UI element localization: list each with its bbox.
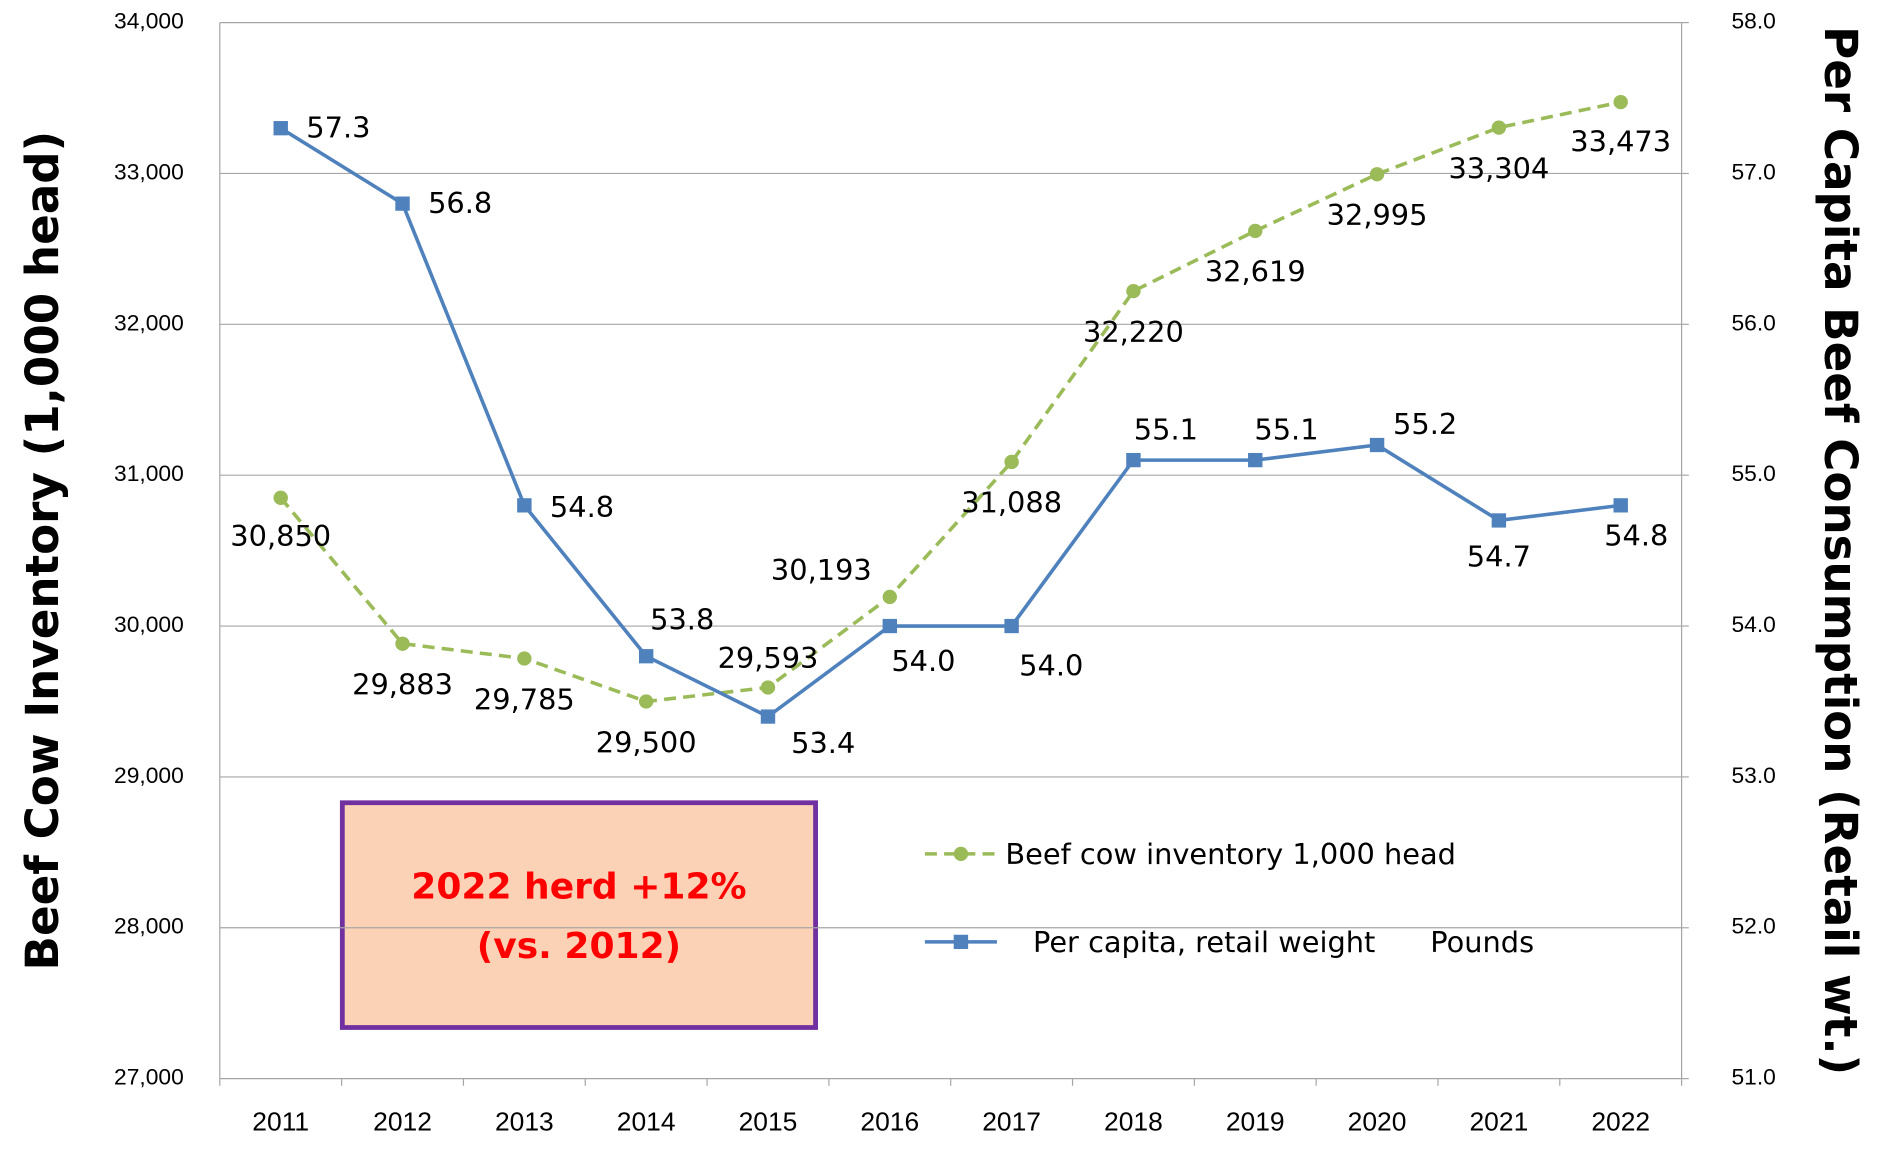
y2-tick-label: 58.0 [1731,8,1775,34]
data-label: 31,088 [961,486,1062,520]
x-tick-label: 2021 [1470,1107,1529,1137]
y2-tick-label: 52.0 [1731,913,1775,939]
data-label: 54.0 [891,644,955,678]
y2-tick-label: 55.0 [1731,460,1775,486]
data-label: 32,619 [1205,255,1306,289]
x-tick-label: 2011 [252,1107,309,1137]
marker [517,651,532,666]
data-label: 54.8 [1604,519,1668,553]
marker [517,498,532,513]
y-tick-label: 34,000 [114,8,184,34]
x-tick-label: 2018 [1104,1107,1163,1137]
marker [273,490,288,505]
series-line [279,126,1621,719]
marker [882,589,898,605]
y2-tick-label: 54.0 [1731,611,1775,637]
marker [760,709,776,724]
x-tick-label: 2015 [739,1107,798,1137]
y-tick-label: 27,000 [114,1064,184,1090]
x-tick-label: 2014 [617,1107,676,1137]
data-label: 29,593 [718,641,819,675]
marker [1248,452,1263,468]
marker [760,680,776,695]
annotation: (vs. 2012) [477,926,681,967]
y-axis-title: Beef Cow Inventory (1,000 head) [16,131,69,971]
data-label: 54.0 [1019,649,1083,683]
marker [638,694,654,709]
x-tick-label: 2019 [1226,1107,1285,1137]
annotation-box [339,800,818,1030]
x-tick-label: 2013 [495,1107,554,1137]
data-label: 32,220 [1083,315,1184,349]
x-tick-label: 2020 [1348,1107,1407,1137]
y-tick-label: 31,000 [114,460,184,486]
data-label: 33,304 [1448,152,1549,186]
data-label: 29,500 [596,725,697,759]
marker [395,636,410,651]
data-label: 57.3 [306,110,370,144]
marker [1126,452,1141,468]
y-tick-label: 33,000 [114,159,184,185]
marker [1004,454,1019,470]
data-label: 54.8 [550,490,614,524]
marker [1248,223,1263,239]
marker [638,649,654,664]
data-label: 29,883 [352,668,453,702]
marker [1613,94,1628,110]
y2-tick-label: 57.0 [1731,159,1775,185]
data-label: 53.8 [650,603,714,637]
marker [273,121,288,136]
legend-label: Beef cow inventory 1,000 head [1005,837,1456,871]
legend-marker [953,846,969,862]
legend-label: Per capita, retail weight Pounds [1033,925,1534,959]
data-label: 29,785 [474,682,575,716]
marker [1369,167,1385,182]
marker [1126,283,1141,299]
y-tick-label: 30,000 [114,611,184,637]
data-label: 55.2 [1393,407,1457,441]
marker [1004,618,1019,634]
x-tick-label: 2012 [373,1107,432,1137]
x-tick-label: 2022 [1591,1107,1650,1137]
y-tick-label: 32,000 [114,309,184,335]
data-label: 30,850 [230,519,331,553]
x-tick-label: 2017 [982,1107,1041,1137]
y-tick-label: 29,000 [114,762,184,788]
marker [882,618,898,634]
data-label: 56.8 [428,186,492,220]
data-label: 54.7 [1467,540,1531,574]
y2-tick-label: 53.0 [1731,762,1775,788]
data-label: 33,473 [1570,125,1671,159]
legend-marker [953,934,969,950]
marker [1613,498,1628,513]
annotation: 2022 herd +12% [411,866,746,907]
marker [1369,437,1385,453]
series-line [279,100,1622,704]
data-label: 55.1 [1254,413,1318,447]
y2-tick-label: 51.0 [1731,1064,1775,1090]
y2-axis-title: Per Capita Beef Consumption (Retail wt.) [1814,26,1867,1075]
y2-tick-label: 56.0 [1731,309,1775,335]
data-label: 53.4 [791,726,855,760]
y-tick-label: 28,000 [114,913,184,939]
marker [1491,120,1507,135]
marker [395,196,410,211]
marker [1491,513,1507,528]
data-label: 30,193 [771,553,872,587]
data-label: 32,995 [1327,198,1428,232]
data-label: 55.1 [1134,413,1198,447]
x-tick-label: 2016 [860,1107,919,1137]
